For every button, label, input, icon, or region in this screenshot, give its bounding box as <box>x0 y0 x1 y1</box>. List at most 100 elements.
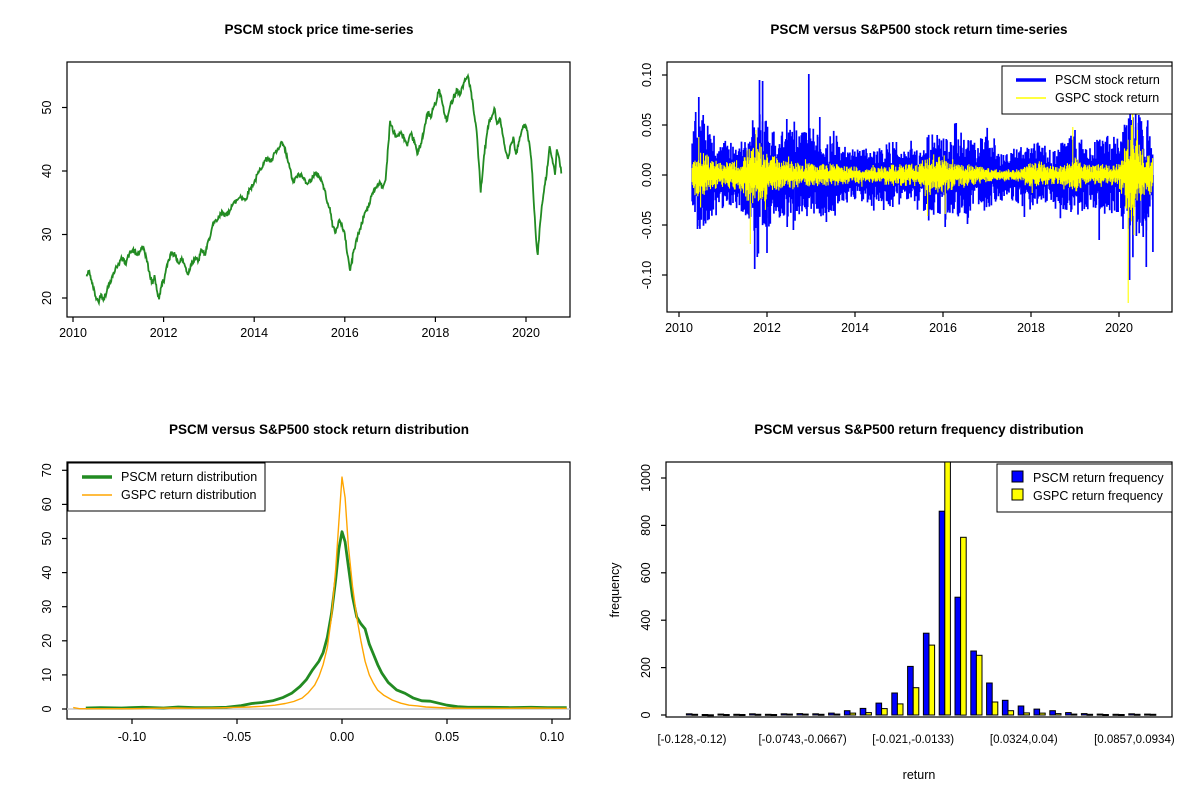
svg-text:[0.0857,0.0934): [0.0857,0.0934) <box>1094 734 1175 746</box>
bar <box>849 712 857 716</box>
bar <box>1102 714 1109 716</box>
svg-text:[0.0324,0.04): [0.0324,0.04) <box>990 734 1058 746</box>
bar <box>723 714 730 716</box>
bar <box>975 654 983 716</box>
bar <box>1039 712 1046 716</box>
panel-return-frequency: PSCM versus S&P500 return frequency dist… <box>600 400 1200 800</box>
bar <box>802 713 809 716</box>
bar <box>1054 713 1062 716</box>
svg-text:-0.10: -0.10 <box>640 261 654 290</box>
bar <box>1070 713 1078 716</box>
bar <box>1049 710 1056 716</box>
legend: PSCM stock return GSPC stock return <box>1001 65 1173 115</box>
bar <box>749 713 756 716</box>
svg-text:20: 20 <box>40 291 54 305</box>
svg-text:0.10: 0.10 <box>640 63 654 87</box>
bar <box>1001 699 1009 716</box>
bar <box>881 708 888 716</box>
svg-text:20: 20 <box>40 634 54 648</box>
svg-text:2010: 2010 <box>59 326 87 340</box>
bar <box>1128 713 1135 716</box>
bar <box>938 510 946 716</box>
svg-text:[-0.0743,-0.0667): [-0.0743,-0.0667) <box>758 734 846 746</box>
bar <box>954 596 962 716</box>
bar <box>1065 712 1072 716</box>
svg-text:[-0.128,-0.12): [-0.128,-0.12) <box>657 734 726 746</box>
bar <box>1144 713 1151 716</box>
panel-return-timeseries: PSCM versus S&P500 stock return time-ser… <box>600 0 1200 400</box>
svg-text:0: 0 <box>639 711 653 718</box>
chart-title-distribution: PSCM versus S&P500 stock return distribu… <box>168 422 470 437</box>
bar <box>1112 713 1120 716</box>
bar <box>1118 714 1125 716</box>
svg-text:-0.10: -0.10 <box>118 730 147 744</box>
bar <box>896 703 904 716</box>
y-axis: 0 200 400 600 800 1000 <box>639 464 666 718</box>
return-distribution-plot: -0.10 -0.05 0.00 0.05 0.10 0 10 20 30 40 50 60 70 PSC… <box>40 461 571 744</box>
chart-title-price: PSCM stock price time-series <box>224 22 414 37</box>
bar <box>843 710 851 716</box>
svg-text:70: 70 <box>40 463 54 477</box>
svg-text:40: 40 <box>40 164 54 178</box>
svg-text:2020: 2020 <box>1105 321 1133 335</box>
svg-text:1000: 1000 <box>639 464 653 492</box>
plot-frame <box>666 61 1173 313</box>
series-pscm-density <box>85 530 567 710</box>
svg-text:600: 600 <box>639 562 653 583</box>
bar <box>907 665 914 716</box>
y-axis: -0.10 -0.05 0.00 0.05 0.10 <box>640 63 667 289</box>
svg-text:2018: 2018 <box>1017 321 1045 335</box>
svg-text:2014: 2014 <box>240 326 268 340</box>
bar <box>986 682 993 716</box>
svg-text:50: 50 <box>40 101 54 115</box>
svg-text:60: 60 <box>40 497 54 511</box>
svg-text:PSCM stock return: PSCM stock return <box>1055 73 1160 87</box>
chart-title-returns: PSCM versus S&P500 stock return time-ser… <box>770 22 1068 37</box>
bar <box>828 712 835 716</box>
bar <box>733 713 740 716</box>
series-pscm-price <box>85 72 563 307</box>
bar <box>1080 713 1088 716</box>
bar <box>701 714 709 716</box>
x-axis: -0.10 -0.05 0.00 0.05 0.10 <box>118 719 564 744</box>
svg-text:30: 30 <box>40 600 54 614</box>
bar <box>1007 710 1015 716</box>
bar <box>1133 713 1141 716</box>
bar <box>1096 713 1104 716</box>
svg-text:GSPC return distribution: GSPC return distribution <box>121 488 257 502</box>
return-timeseries-plot: 2010 2012 2014 2016 2018 2020 -0.10 -0.05 0.00 0.… <box>640 61 1173 335</box>
bar <box>928 644 936 716</box>
svg-text:2012: 2012 <box>753 321 781 335</box>
bar <box>780 713 788 716</box>
x-axis: [-0.128,-0.12) [-0.0743,-0.0667) [-0.021,-… <box>657 734 1174 746</box>
svg-text:GSPC stock return: GSPC stock return <box>1055 91 1159 105</box>
panel-price-timeseries: PSCM stock price time-series 2010 2012 201… <box>0 0 600 400</box>
bar <box>1033 708 1041 716</box>
bar <box>960 536 967 716</box>
bar <box>770 714 778 716</box>
svg-text:2010: 2010 <box>665 321 693 335</box>
bar <box>817 713 825 716</box>
x-axis: 2010 2012 2014 2016 2018 2020 <box>59 317 540 340</box>
bar <box>944 461 951 716</box>
svg-text:0.00: 0.00 <box>330 730 354 744</box>
svg-text:0.00: 0.00 <box>640 163 654 187</box>
svg-text:200: 200 <box>639 657 653 678</box>
svg-text:40: 40 <box>40 566 54 580</box>
bar <box>991 701 999 716</box>
bar <box>859 707 867 716</box>
bar <box>912 687 920 716</box>
svg-text:30: 30 <box>40 228 54 242</box>
svg-text:0: 0 <box>40 705 54 712</box>
bar <box>865 712 872 716</box>
svg-text:PSCM return frequency: PSCM return frequency <box>1033 471 1164 485</box>
svg-text:-0.05: -0.05 <box>223 730 252 744</box>
chart-title-frequency: PSCM versus S&P500 return frequency dist… <box>754 422 1084 437</box>
svg-text:[-0.021,-0.0133): [-0.021,-0.0133) <box>872 734 954 746</box>
bar <box>833 713 841 716</box>
panel-return-distribution: PSCM versus S&P500 stock return distribu… <box>0 400 600 800</box>
svg-text:-0.05: -0.05 <box>640 211 654 240</box>
svg-text:0.10: 0.10 <box>540 730 564 744</box>
bar <box>738 714 746 716</box>
